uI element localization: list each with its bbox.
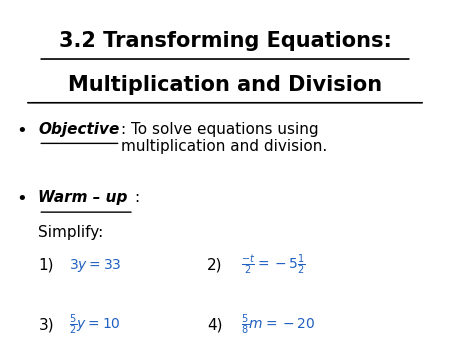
Text: $\frac{5}{2}y = 10$: $\frac{5}{2}y = 10$ bbox=[69, 312, 121, 337]
Text: $\frac{-t}{2} = -5\frac{1}{2}$: $\frac{-t}{2} = -5\frac{1}{2}$ bbox=[241, 253, 305, 277]
Text: 1): 1) bbox=[38, 258, 54, 273]
Text: 3.2 Transforming Equations:: 3.2 Transforming Equations: bbox=[58, 31, 392, 51]
Text: 2): 2) bbox=[207, 258, 223, 273]
Text: : To solve equations using
multiplication and division.: : To solve equations using multiplicatio… bbox=[121, 122, 327, 154]
Text: •: • bbox=[16, 190, 27, 208]
Text: Warm – up: Warm – up bbox=[38, 190, 128, 205]
Text: Objective: Objective bbox=[38, 122, 120, 137]
Text: :: : bbox=[134, 190, 139, 205]
Text: 4): 4) bbox=[207, 317, 223, 332]
Text: $3y = 33$: $3y = 33$ bbox=[69, 257, 122, 274]
Text: Multiplication and Division: Multiplication and Division bbox=[68, 75, 382, 95]
Text: $\frac{5}{8}m = -20$: $\frac{5}{8}m = -20$ bbox=[241, 312, 315, 337]
Text: Simplify:: Simplify: bbox=[38, 225, 104, 240]
Text: •: • bbox=[16, 122, 27, 140]
Text: 3): 3) bbox=[38, 317, 54, 332]
